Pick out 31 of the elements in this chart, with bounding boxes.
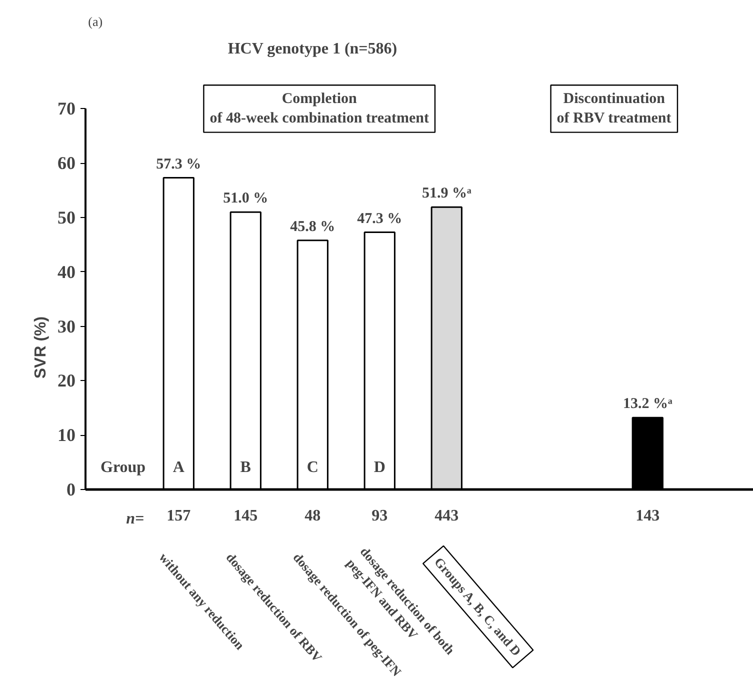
y-tick-label: 10: [58, 425, 76, 446]
y-tick-label: 30: [58, 316, 76, 336]
data-label: 13.2 %ᵃ: [622, 396, 673, 412]
annotation: Discontinuation of RBV treatment: [556, 91, 672, 126]
x-tick-label: 145: [234, 507, 258, 524]
text: n=: [126, 510, 144, 528]
data-label: 57.3 %: [156, 156, 202, 172]
y-axis-title: SVR (%): [32, 316, 50, 379]
data-label: 45.8 %: [290, 218, 336, 235]
chart-title: HCV genotype 1 (n=586): [228, 40, 398, 58]
y-tick-label: 20: [58, 370, 76, 391]
x-tick-label: 443: [434, 507, 459, 524]
annotation: Group: [100, 459, 146, 476]
y-tick-label: 0: [66, 479, 76, 500]
x-tick-label: 143: [636, 507, 660, 524]
y-tick-label: 50: [58, 208, 76, 228]
annotation: Completion of 48-week combination treatment: [210, 91, 429, 126]
annotation: D: [374, 459, 386, 476]
data-label: 51.9 %ᵃ: [422, 186, 472, 202]
annotation: A: [172, 459, 185, 476]
y-tick-label: 60: [58, 153, 76, 174]
annotation: C: [306, 459, 318, 476]
data-label: 47.3 %: [357, 210, 402, 227]
annotation: B: [240, 459, 252, 476]
x-tick-label: 48: [304, 507, 321, 524]
x-tick-label: 93: [372, 507, 388, 524]
x-tick-label: 157: [166, 507, 191, 524]
data-label: 51.0 %: [223, 190, 268, 207]
y-tick-label: 40: [58, 262, 76, 282]
text: (a): [88, 14, 103, 30]
y-tick-label: 70: [58, 98, 76, 119]
